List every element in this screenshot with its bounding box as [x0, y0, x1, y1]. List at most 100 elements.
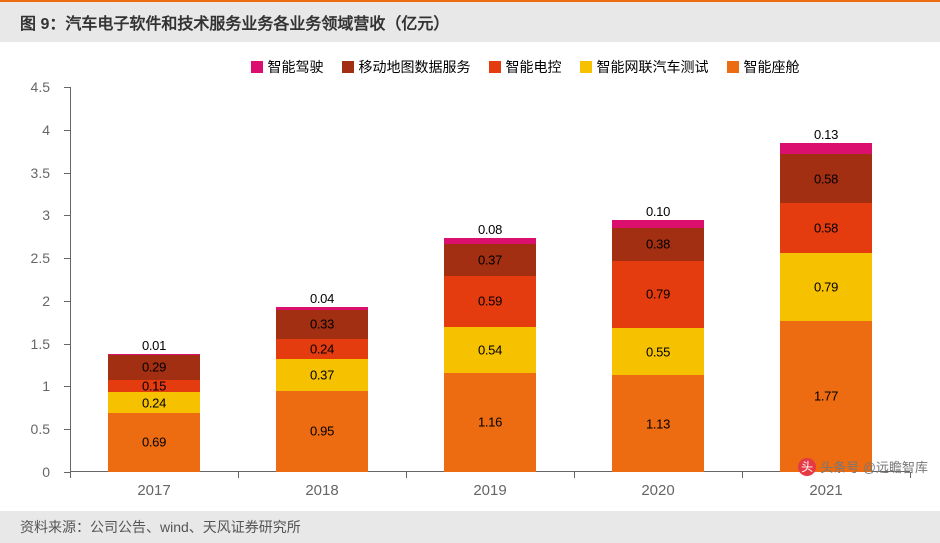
bar-segment: 0.95 [276, 391, 368, 472]
legend-label: 智能电控 [506, 57, 562, 77]
plot-area: 0.690.240.150.290.010.950.370.240.330.04… [70, 87, 910, 472]
bar-segment: 0.55 [612, 328, 704, 375]
bar-segment: 0.79 [612, 261, 704, 329]
legend-label: 智能网联汽车测试 [597, 57, 709, 77]
bar-value-label: 1.13 [612, 416, 704, 431]
bar-segment: 0.29 [108, 355, 200, 380]
legend-swatch [489, 61, 501, 73]
x-tick [70, 472, 71, 478]
bar-value-label: 0.37 [276, 367, 368, 382]
bar-group: 0.69 0.240.15 0.29 0.01 [108, 87, 200, 472]
bar-value-label: 0.59 [444, 294, 536, 309]
chart-area: 智能驾驶移动地图数据服务智能电控智能网联汽车测试智能座舱 0.690.240.1… [0, 42, 940, 512]
bar-value-label: 0.10 [612, 204, 704, 219]
bar-value-label: 0.69 [108, 435, 200, 450]
y-tick-label: 4.5 [0, 79, 50, 95]
legend-item: 智能驾驶 [251, 57, 324, 77]
bar-value-label: 0.38 [612, 237, 704, 252]
legend-item: 智能电控 [489, 57, 562, 77]
x-tick-label: 2020 [574, 482, 742, 499]
bar-segment: 0.10 [612, 220, 704, 229]
y-tick-label: 0 [0, 464, 50, 480]
chart-legend: 智能驾驶 移动地图数据服务 智能电控 智能网联汽车测试 智能座舱 [150, 57, 900, 77]
bar-segment: 0.24 [108, 392, 200, 413]
legend-label: 智能座舱 [744, 57, 800, 77]
x-tick [406, 472, 407, 478]
y-tick [64, 301, 70, 302]
watermark-icon: 头 [798, 458, 816, 476]
bar-segment: 0.37 [276, 359, 368, 391]
source-label: 资料来源：公司公告、wind、天风证券研究所 [20, 519, 301, 535]
bar-value-label: 0.15 [108, 379, 200, 394]
bar-segment: 0.38 [612, 228, 704, 261]
x-tick-label: 2021 [742, 482, 910, 499]
bar-value-label: 0.79 [780, 279, 872, 294]
bar-value-label: 0.54 [444, 342, 536, 357]
x-tick-label: 2017 [70, 482, 238, 499]
y-tick [64, 386, 70, 387]
y-tick-label: 2.5 [0, 250, 50, 266]
watermark: 头 头条号 @远瞻智库 [798, 457, 928, 476]
chart-title: 图 9：汽车电子软件和技术服务业务各业务领域营收（亿元） [20, 16, 449, 33]
bar-segment: 0.54 [444, 327, 536, 373]
y-tick [64, 87, 70, 88]
y-tick-label: 0.5 [0, 421, 50, 437]
bar-value-label: 0.04 [276, 291, 368, 306]
y-tick [64, 173, 70, 174]
bar-segment: 0.59 [444, 276, 536, 326]
bar-value-label: 0.33 [276, 317, 368, 332]
legend-item: 移动地图数据服务 [342, 57, 471, 77]
legend-swatch [251, 61, 263, 73]
legend-label: 移动地图数据服务 [359, 57, 471, 77]
bar-value-label: 0.55 [612, 344, 704, 359]
bar-segment: 1.77 [780, 321, 872, 472]
chart-footer: 资料来源：公司公告、wind、天风证券研究所 [0, 511, 940, 543]
legend-swatch [727, 61, 739, 73]
bar-value-label: 0.13 [780, 127, 872, 142]
y-tick [64, 130, 70, 131]
bar-segment: 0.58 [780, 154, 872, 204]
bar-value-label: 0.24 [108, 395, 200, 410]
bar-group: 1.16 0.54 0.59 0.37 0.08 [444, 87, 536, 472]
bar-segment: 0.37 [444, 244, 536, 276]
bar-segment: 0.13 [780, 143, 872, 154]
bar-segment: 0.58 [780, 203, 872, 253]
bar-segment: 1.16 [444, 373, 536, 472]
bar-value-label: 0.24 [276, 341, 368, 356]
y-tick-label: 3.5 [0, 165, 50, 181]
bar-segment: 0.08 [444, 238, 536, 245]
bar-group: 0.95 0.37 0.24 0.33 0.04 [276, 87, 368, 472]
legend-item: 智能网联汽车测试 [580, 57, 709, 77]
bar-segment: 0.79 [780, 253, 872, 321]
bar-value-label: 0.08 [444, 222, 536, 237]
bar-value-label: 0.95 [276, 424, 368, 439]
y-tick-label: 2 [0, 293, 50, 309]
bar-value-label: 0.58 [780, 171, 872, 186]
bar-group: 1.13 0.55 0.79 0.38 0.10 [612, 87, 704, 472]
chart-header: 图 9：汽车电子软件和技术服务业务各业务领域营收（亿元） [0, 0, 940, 42]
y-tick [64, 215, 70, 216]
y-tick-label: 1.5 [0, 336, 50, 352]
x-tick [238, 472, 239, 478]
bar-value-label: 1.16 [444, 415, 536, 430]
x-tick [574, 472, 575, 478]
y-tick-label: 4 [0, 122, 50, 138]
legend-swatch [580, 61, 592, 73]
bar-value-label: 0.58 [780, 221, 872, 236]
bar-group: 1.77 0.79 0.58 0.58 0.13 [780, 87, 872, 472]
x-tick-label: 2018 [238, 482, 406, 499]
y-tick-label: 1 [0, 378, 50, 394]
bar-value-label: 1.77 [780, 389, 872, 404]
y-tick [64, 429, 70, 430]
bar-segment: 0.01 [108, 354, 200, 355]
watermark-text: 头条号 @远瞻智库 [820, 457, 928, 476]
bar-segment: 0.24 [276, 339, 368, 360]
y-tick [64, 344, 70, 345]
y-tick [64, 258, 70, 259]
legend-swatch [342, 61, 354, 73]
bar-value-label: 0.29 [108, 360, 200, 375]
bar-value-label: 0.37 [444, 253, 536, 268]
x-tick [742, 472, 743, 478]
bar-value-label: 0.01 [108, 338, 200, 353]
y-tick-label: 3 [0, 207, 50, 223]
